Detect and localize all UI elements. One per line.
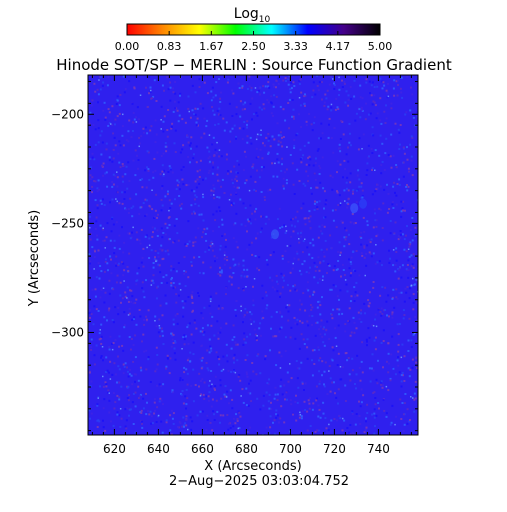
plot-image xyxy=(88,75,418,435)
colorbar-tick-label: 4.17 xyxy=(326,40,351,53)
field-feature xyxy=(271,229,279,240)
x-tick-label: 640 xyxy=(147,442,170,456)
colorbar-tick-label: 0.83 xyxy=(157,40,182,53)
x-tick-label: 700 xyxy=(279,442,302,456)
field-feature xyxy=(359,198,367,209)
plot-frame xyxy=(87,74,419,436)
colorbar-tick-label: 2.50 xyxy=(241,40,266,53)
colorbar-ticks: 0.00 0.83 1.67 2.50 3.33 4.17 5.00 xyxy=(115,31,393,53)
y-axis: −200 −250 −300 xyxy=(51,81,418,432)
x-axis-label: X (Arcseconds) xyxy=(204,459,301,474)
timestamp: 2−Aug−2025 03:03:04.752 xyxy=(169,474,349,489)
colorbar-label-sub: 10 xyxy=(259,15,271,25)
field-feature xyxy=(350,203,359,214)
y-tick-label: −200 xyxy=(51,107,84,121)
colorbar-tick-label: 5.00 xyxy=(368,40,393,53)
x-tick-label: 720 xyxy=(323,442,346,456)
colorbar-tick-label: 3.33 xyxy=(283,40,308,53)
chart-title: Hinode SOT/SP − MERLIN : Source Function… xyxy=(56,56,452,74)
x-tick-label: 680 xyxy=(235,442,258,456)
field-speckle xyxy=(88,75,418,435)
x-tick-label: 660 xyxy=(191,442,214,456)
colorbar-label-base: Log xyxy=(234,6,259,22)
x-axis: 620 640 660 680 700 720 740 xyxy=(91,75,412,456)
colorbar-label: Log10 xyxy=(234,6,271,25)
y-tick-label: −250 xyxy=(51,216,84,230)
colorbar-tick-label: 0.00 xyxy=(115,40,140,53)
x-tick-label: 740 xyxy=(367,442,390,456)
y-tick-label: −300 xyxy=(51,325,84,339)
y-axis-label: Y (Arcseconds) xyxy=(27,210,42,307)
colorbar-tick-label: 1.67 xyxy=(199,40,224,53)
x-tick-label: 620 xyxy=(103,442,126,456)
